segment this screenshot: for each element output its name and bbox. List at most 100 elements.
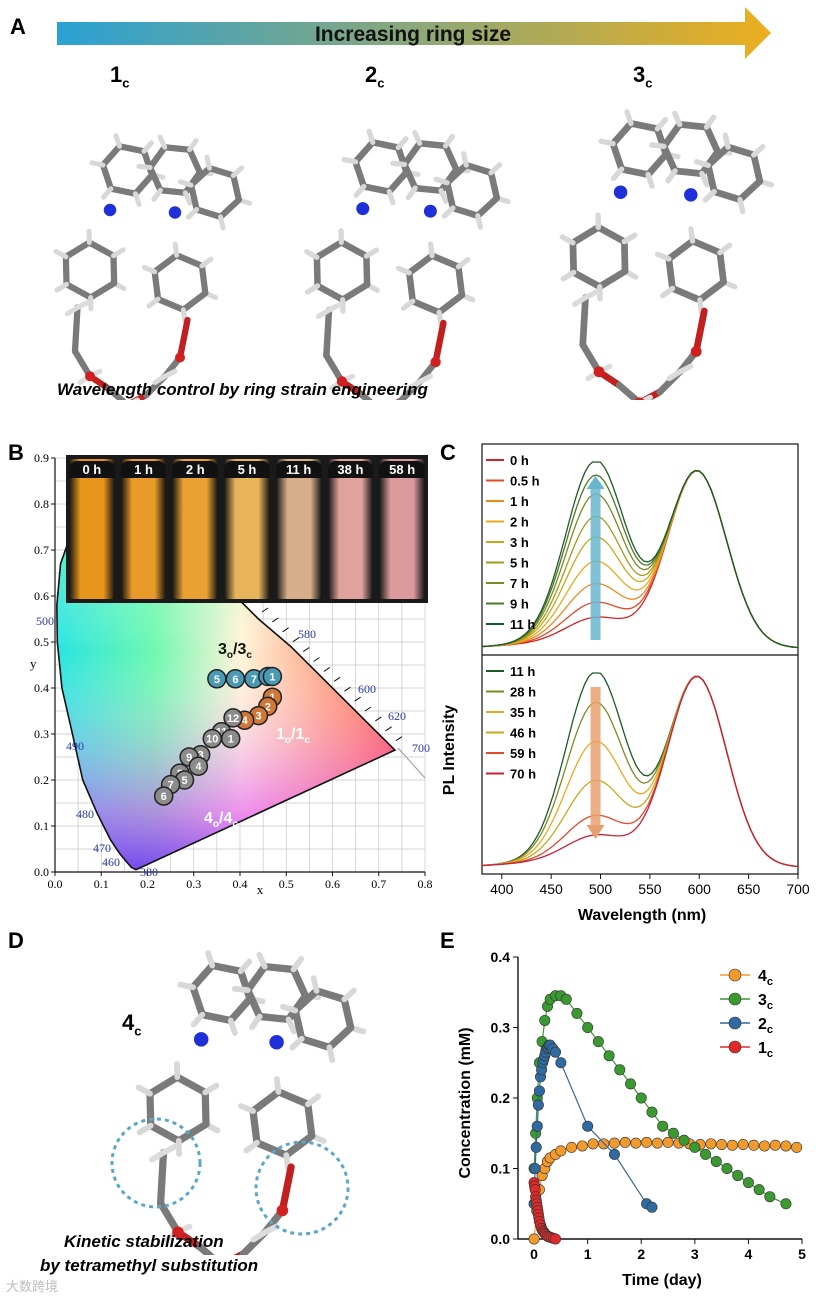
cie-ytick: 0.5 [34, 635, 49, 649]
conc-point [539, 1014, 551, 1026]
vial-time-label: 0 h [69, 461, 115, 478]
conc-xtick: 1 [584, 1246, 592, 1262]
pl-top-arrow [590, 482, 601, 640]
conc-point [737, 1139, 749, 1151]
cie-point: 6 [225, 669, 246, 689]
cie-xtick: 0.8 [418, 877, 433, 891]
conc-legend-marker [728, 1040, 742, 1054]
pl-xtick: 600 [688, 881, 712, 897]
conc-point [678, 1134, 690, 1146]
cie-point-label: 3 [198, 750, 204, 762]
vial-time-label: 1 h [120, 461, 167, 478]
conc-legend-marker [728, 992, 742, 1006]
wavelength-label: 620 [388, 709, 406, 723]
pl-top-legend-entry: 9 h [510, 597, 529, 612]
cie-xtick: 0.1 [94, 877, 109, 891]
cie-point-label: 7 [251, 674, 257, 686]
cie-xtick: 0.2 [140, 877, 155, 891]
conc-xtick: 3 [691, 1246, 699, 1262]
vial-time-label: 5 h [224, 461, 270, 478]
conc-point [531, 1120, 543, 1132]
pl-top-legend-entry: 3 h [510, 535, 529, 550]
cie-xtick: 0.5 [279, 877, 294, 891]
cie-point-label: 4 [195, 761, 202, 773]
panel-e-label: E [440, 928, 455, 953]
molecule-4c-label: 4c [122, 1010, 142, 1039]
conc-point [689, 1141, 701, 1153]
conc-point [646, 1201, 658, 1213]
conc-ytick: 0.4 [491, 949, 511, 965]
conc-point [587, 1138, 599, 1150]
conc-point [662, 1136, 674, 1148]
cie-point-label: 2 [265, 701, 271, 713]
cie-point-label: 6 [161, 791, 167, 803]
cie-point-label: 11 [216, 727, 228, 739]
conc-point [646, 1106, 658, 1118]
pl-top-legend-entry: 2 h [510, 515, 529, 530]
pl-xtick: 450 [539, 881, 563, 897]
molecule-3c [559, 109, 775, 400]
pl-top-legend-entry: 7 h [510, 576, 529, 591]
panel-d-caption-2: by tetramethyl substitution [40, 1256, 259, 1275]
pl-bottom-curve [481, 675, 799, 868]
molecule-2c-label: 2c [365, 62, 385, 91]
pl-bottom-legend-entry: 35 h [510, 705, 536, 720]
conc-point [625, 1078, 637, 1090]
conc-point [769, 1139, 781, 1151]
cie-xtick: 0.4 [233, 877, 248, 891]
ring-size-arrow: Increasing ring size [57, 7, 771, 59]
conc-xtick: 5 [798, 1246, 806, 1262]
conc-legend-marker [728, 1016, 742, 1030]
conc-legend-entry: 1c [758, 1040, 773, 1060]
pl-bottom-legend-entry: 46 h [510, 726, 536, 741]
conc-point [608, 1148, 620, 1160]
pl-top-legend-entry: 11 h [510, 617, 535, 632]
wavelength-label: 580 [298, 627, 316, 641]
conc-ylabel: Concentration (mM) [457, 1027, 474, 1178]
cie-point: 10 [202, 728, 222, 749]
pl-top-legend-entry: 1 h [510, 494, 529, 509]
region-label-4: 4o/4c [204, 810, 238, 830]
conc-point [608, 1137, 620, 1149]
cie-point: 4 [188, 756, 209, 776]
vial-time-label: 11 h [275, 461, 322, 478]
vial: 5 h [224, 459, 270, 599]
cie-point: 5 [207, 669, 227, 689]
pl-top-legend-entry: 0 h [510, 453, 529, 468]
watermark: 大数跨境 [6, 1279, 59, 1294]
conc-point [657, 1120, 669, 1132]
pl-bottom-arrow [590, 687, 601, 827]
molecule-4c [135, 950, 367, 1255]
conc-point [667, 1127, 679, 1139]
wavelength-label: 700 [412, 741, 430, 755]
conc-point [758, 1140, 770, 1152]
cie-xtick: 0.6 [325, 877, 340, 891]
conc-ytick: 0.2 [491, 1090, 511, 1106]
conc-point [532, 1099, 544, 1111]
conc-point [614, 1064, 626, 1076]
vial: 1 h [120, 459, 167, 599]
conc-series-line [533, 995, 787, 1205]
conc-point [764, 1191, 776, 1203]
conc-xtick: 0 [530, 1246, 538, 1262]
cie-xtick: 0.0 [48, 877, 63, 891]
cie-point-label: 1 [228, 734, 234, 746]
pl-xtick: 500 [589, 881, 613, 897]
cie-point-label: 4 [242, 715, 249, 727]
cie-point: 6 [153, 786, 174, 806]
pl-bottom-legend-entry: 11 h [510, 664, 535, 679]
wavelength-label: 480 [76, 807, 94, 821]
vial: 58 h [379, 459, 425, 599]
conc-point [592, 1036, 604, 1048]
panel-d-caption-1: Kinetic stabilization [64, 1232, 224, 1251]
conc-point [582, 1120, 594, 1132]
panel-a-label: A [10, 14, 26, 39]
conc-point [742, 1177, 754, 1189]
conc-xtick: 4 [745, 1246, 753, 1262]
conc-point [528, 1233, 540, 1245]
panel-b-label: B [8, 440, 24, 465]
vial-photo: 0 h 1 h 2 h 5 h 11 h 38 h 58 h [66, 455, 428, 603]
conc-point [710, 1155, 722, 1167]
cie-point: 12 [223, 708, 243, 728]
pl-xtick: 700 [786, 881, 810, 897]
